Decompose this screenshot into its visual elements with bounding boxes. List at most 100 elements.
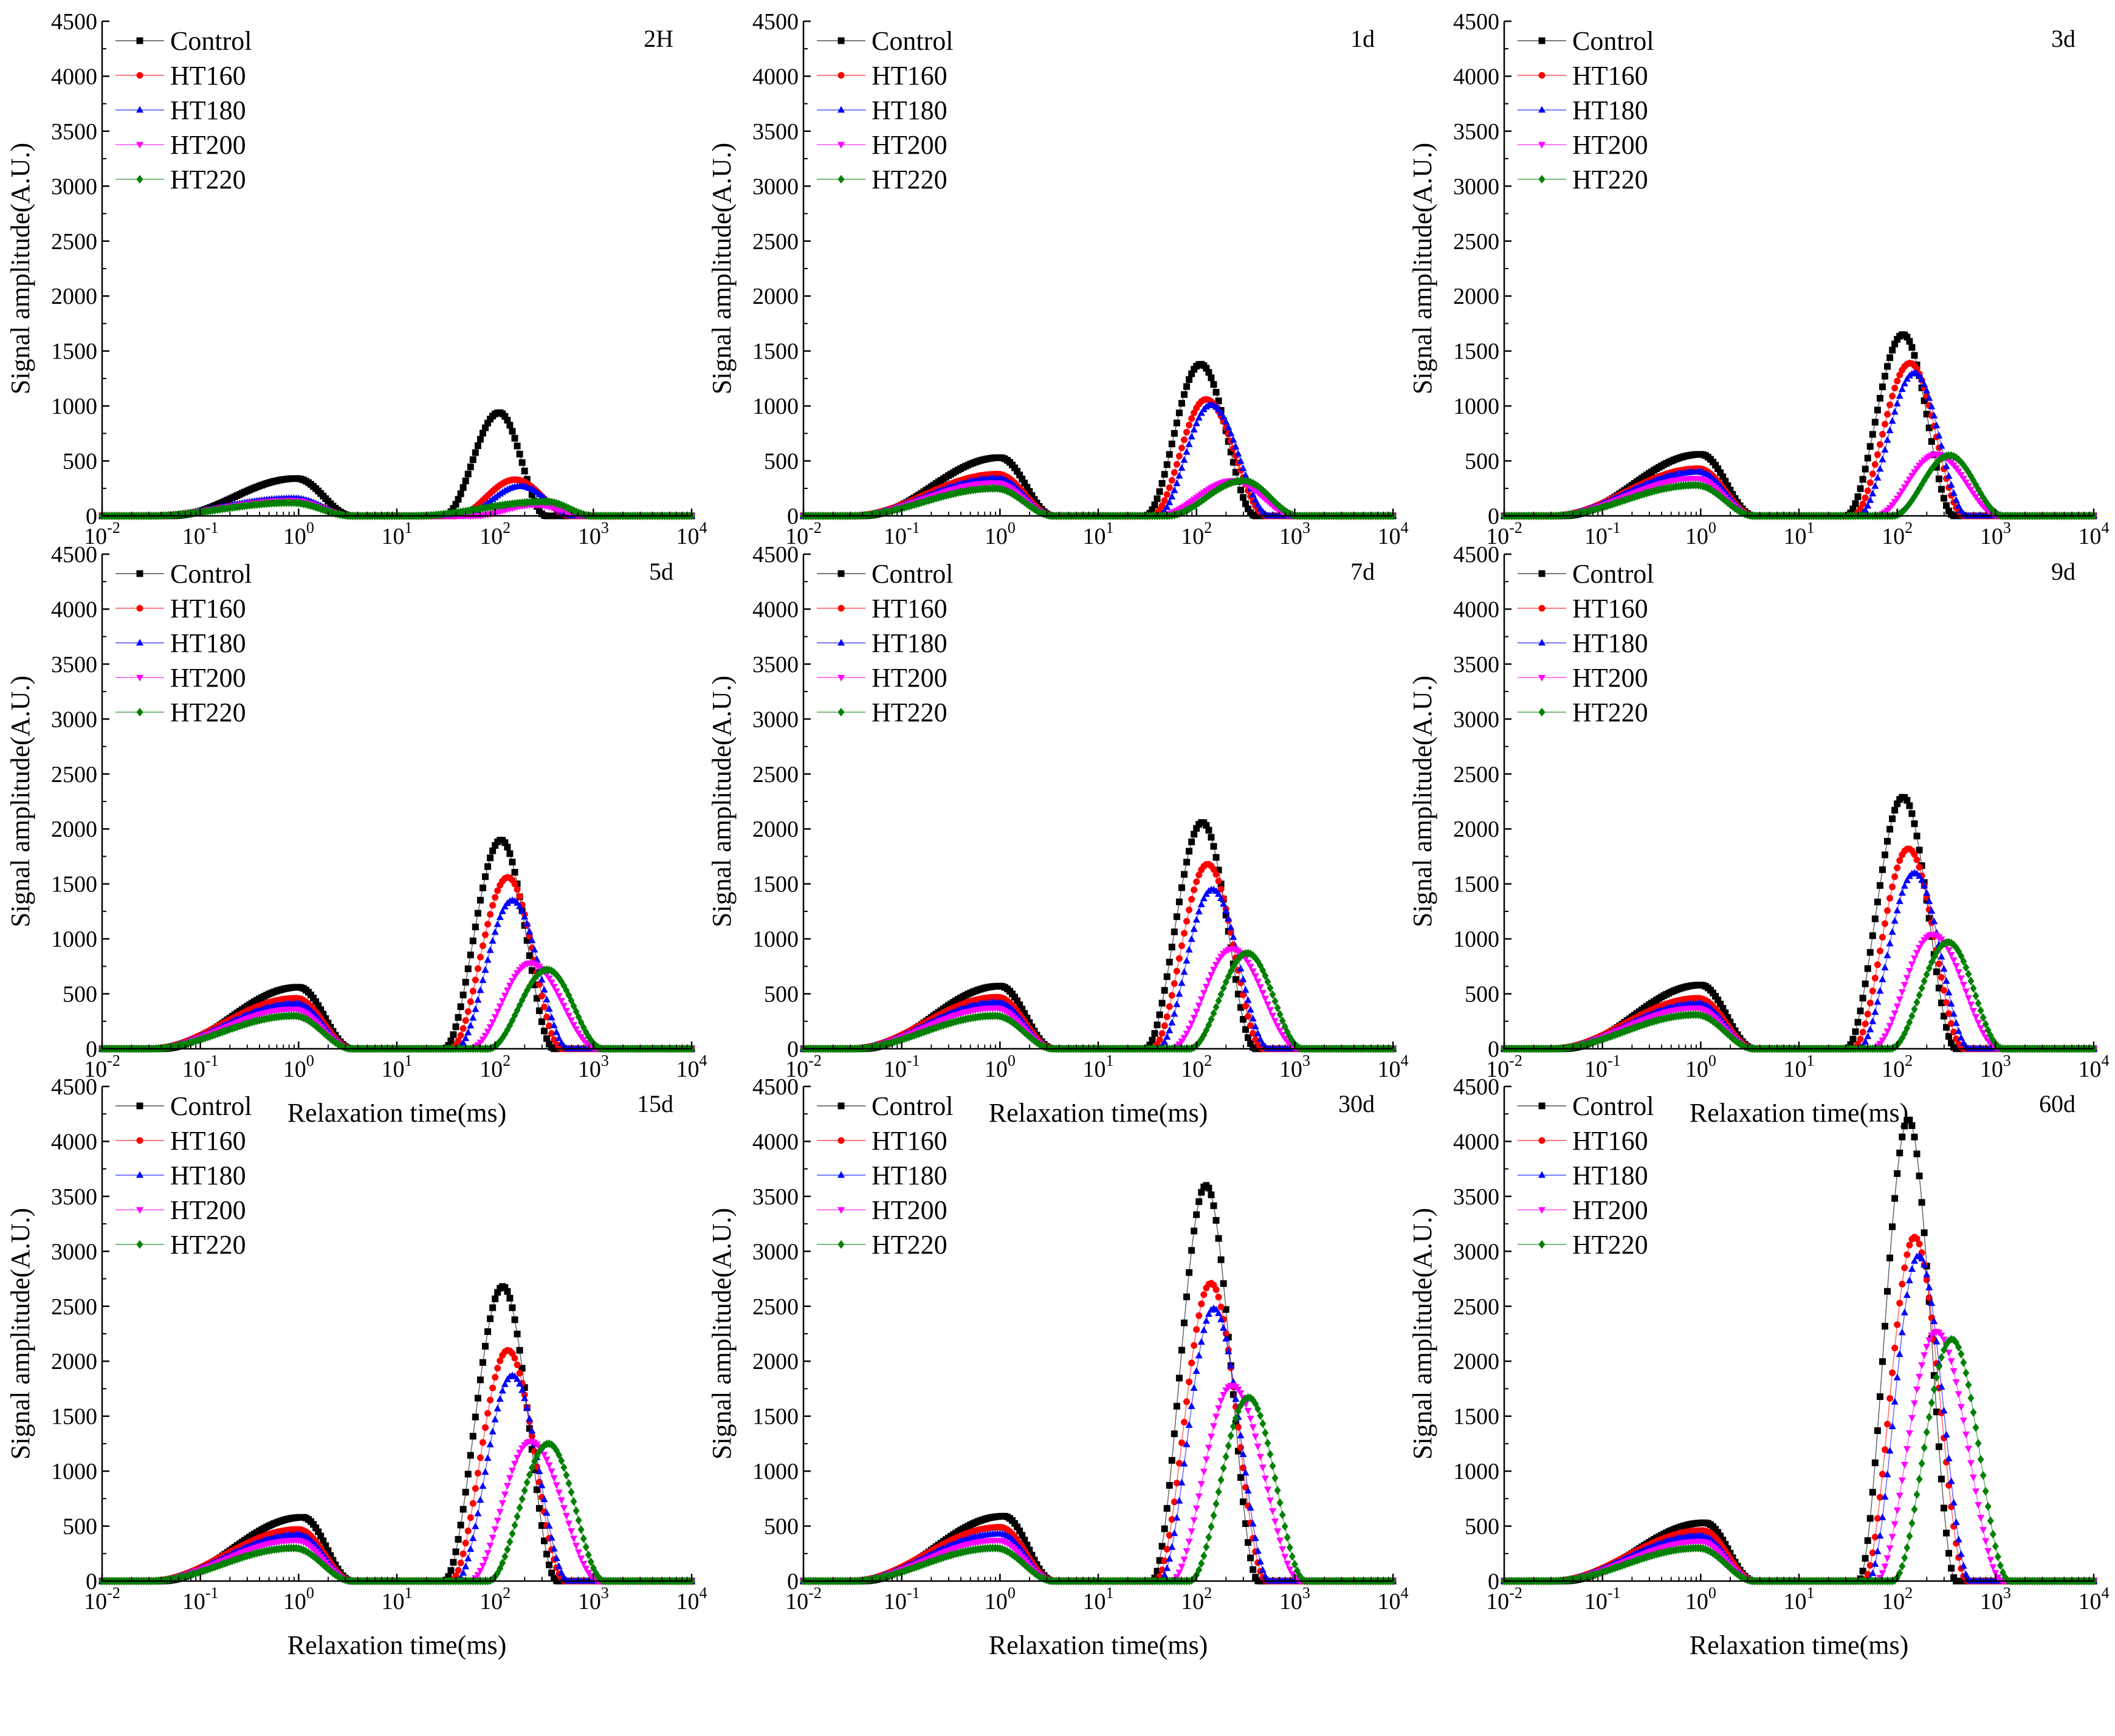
y-tick-label: 4500 <box>1453 542 1499 568</box>
y-tick-label: 500 <box>63 449 97 475</box>
series-line-HT200 <box>803 1385 1393 1582</box>
legend-marker-Control <box>1538 1102 1546 1110</box>
legend-label-HT160: HT160 <box>1572 61 1648 91</box>
panel-7d: 05001000150020002500300035004000450010-2… <box>707 542 1409 1128</box>
panel-1d: 0 500 1000 1500 2000 2500 3000 3500 4000 4500 10-2… <box>707 9 1409 549</box>
y-tick-label: 1000 <box>51 394 97 419</box>
x-tick-label: 10-1 <box>884 1052 920 1082</box>
legend: Control HT160 HT180 HT200 HT220 <box>1518 26 1654 194</box>
legend-marker-HT220 <box>136 707 143 717</box>
x-tick-label: 100 <box>1685 519 1716 549</box>
series-line-HT200 <box>803 948 1393 1049</box>
series-markers-Control <box>800 361 1397 520</box>
panel-label: 3d <box>2051 25 2075 52</box>
x-tick-label: 10-1 <box>1584 1584 1621 1614</box>
panel-15d: 0 500 1000 1500 2000 2500 3000 3500 4000 4500 10-2… <box>5 1074 707 1660</box>
x-tick-label: 10-2 <box>785 1584 822 1614</box>
x-axis-title: Relaxation time(ms) <box>1690 1630 1908 1660</box>
series-line-HT220 <box>803 952 1393 1049</box>
y-tick-label: 4500 <box>51 1074 97 1100</box>
x-tick-label: 104 <box>1378 1052 1409 1082</box>
x-tick-label: 100 <box>283 1052 314 1082</box>
y-tick-label: 4000 <box>51 1129 97 1154</box>
y-tick-label: 0 <box>86 504 97 529</box>
panel-30d: 0 500 1000 1500 2000 2500 3000 3500 4000 4500 10-2… <box>707 1074 1409 1660</box>
y-tick-label: 4000 <box>752 64 799 89</box>
x-tick-label: 10-2 <box>1486 519 1522 549</box>
legend-label-HT220: HT220 <box>170 1230 246 1260</box>
legend-label-HT180: HT180 <box>170 95 246 125</box>
y-axis-title: Signal amplitude(A.U.) <box>5 143 35 394</box>
series-line-HT220 <box>1504 941 2094 1049</box>
y-tick-label: 0 <box>787 1569 799 1594</box>
y-tick-label: 1000 <box>51 927 97 952</box>
y-tick-label: 2500 <box>1453 229 1499 255</box>
series-markers-HT180 <box>1500 868 2098 1052</box>
y-tick-label: 1500 <box>752 1404 799 1430</box>
series-line-HT220 <box>1504 1339 2094 1582</box>
x-tick-label: 10-1 <box>1584 1052 1621 1082</box>
legend-marker-HT200 <box>136 1207 144 1214</box>
y-tick-label: 1500 <box>51 339 97 365</box>
legend-label-HT180: HT180 <box>872 1161 947 1190</box>
x-tick-label: 104 <box>676 1052 707 1082</box>
legend-label-Control: Control <box>170 1091 252 1121</box>
legend-marker-HT180 <box>1538 106 1546 113</box>
legend-label-HT180: HT180 <box>170 628 246 658</box>
legend-marker-Control <box>837 37 845 44</box>
legend-marker-Control <box>837 570 845 577</box>
y-tick-label: 4000 <box>51 597 97 622</box>
x-tick-label: 10-1 <box>182 1584 219 1614</box>
y-tick-label: 4500 <box>51 542 97 568</box>
legend-marker-HT180 <box>136 106 144 113</box>
y-tick-label: 1000 <box>1453 394 1499 419</box>
panel-label: 5d <box>649 558 673 585</box>
series-line-HT200 <box>1504 1331 2094 1582</box>
y-axis-title: Signal amplitude(A.U.) <box>707 143 737 394</box>
y-tick-label: 0 <box>86 1037 97 1062</box>
x-tick-label: 102 <box>1181 1052 1212 1082</box>
y-tick-label: 2500 <box>752 229 799 255</box>
legend: Control HT160 HT180 HT200 HT220 <box>817 26 953 194</box>
series-line-HT160 <box>803 399 1393 516</box>
y-tick-label: 3500 <box>51 652 97 678</box>
series-line-HT200 <box>102 1441 692 1582</box>
y-tick-label: 1000 <box>752 394 799 419</box>
series-markers-HT180 <box>1500 1252 2098 1584</box>
series-markers-HT220 <box>98 965 695 1054</box>
legend-marker-HT160 <box>1538 1137 1546 1144</box>
x-tick-label: 104 <box>2079 519 2110 549</box>
x-tick-label: 100 <box>1685 1584 1716 1614</box>
legend-label-Control: Control <box>170 26 252 56</box>
y-tick-label: 1500 <box>51 872 97 897</box>
x-tick-label: 102 <box>1882 1584 1913 1614</box>
legend-marker-Control <box>136 570 143 577</box>
legend-label-HT200: HT200 <box>170 663 246 693</box>
x-tick-label: 10-2 <box>785 1052 822 1082</box>
legend-marker-HT220 <box>136 174 143 184</box>
y-axis-title: Signal amplitude(A.U.) <box>1408 143 1437 394</box>
legend-label-HT180: HT180 <box>872 95 947 125</box>
y-tick-label: 4500 <box>1453 9 1499 35</box>
y-axis-title: Signal amplitude(A.U.) <box>1408 1208 1437 1460</box>
legend-label-HT220: HT220 <box>170 165 246 194</box>
x-axis-title: Relaxation time(ms) <box>287 1630 506 1660</box>
series-line-Control <box>1504 796 2094 1049</box>
y-tick-label: 2500 <box>752 1294 799 1320</box>
x-tick-label: 102 <box>480 1052 511 1082</box>
series-line-HT200 <box>1504 934 2094 1049</box>
legend-marker-Control <box>1538 570 1546 577</box>
series-line-HT180 <box>1504 872 2094 1049</box>
series-markers-HT180 <box>799 885 1397 1052</box>
series-line-HT180 <box>1504 372 2094 516</box>
panel-label: 2H <box>644 25 673 52</box>
x-tick-label: 100 <box>1685 1052 1716 1082</box>
legend: Control HT160 HT180 HT200 HT220 <box>817 559 953 727</box>
series-markers-HT180 <box>799 400 1397 519</box>
series-markers-HT180 <box>799 1304 1397 1584</box>
legend-marker-HT200 <box>136 674 144 682</box>
series-markers-Control <box>1501 794 2097 1052</box>
y-tick-label: 500 <box>1465 982 1499 1007</box>
series-line-Control <box>803 822 1393 1049</box>
y-tick-label: 500 <box>1465 1514 1499 1540</box>
